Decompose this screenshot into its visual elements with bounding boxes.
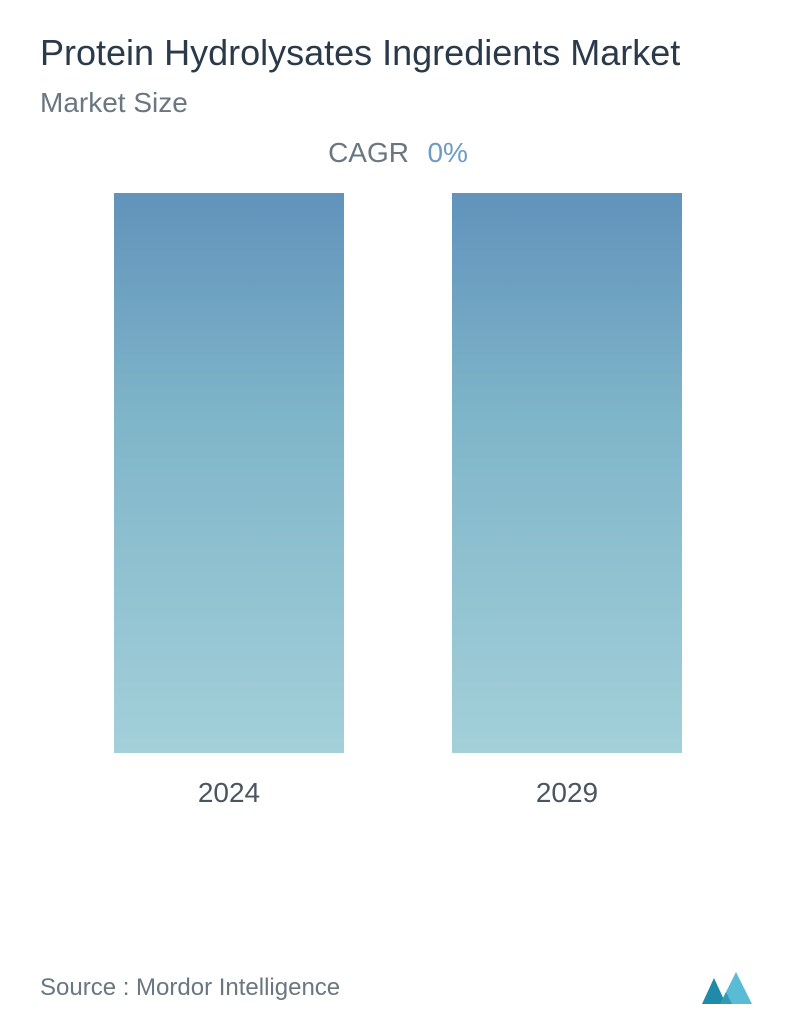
cagr-section: CAGR 0% — [40, 137, 756, 169]
bar-0 — [114, 193, 344, 753]
cagr-value: 0% — [427, 137, 467, 168]
chart-footer: Source : Mordor Intelligence — [40, 970, 756, 1006]
bar-group-0: 2024 — [77, 193, 381, 809]
chart-title: Protein Hydrolysates Ingredients Market — [40, 30, 756, 75]
bar-1 — [452, 193, 682, 753]
source-attribution: Source : Mordor Intelligence — [40, 974, 340, 1002]
bar-label-0: 2024 — [198, 777, 260, 809]
cagr-label: CAGR — [328, 137, 409, 168]
chart-subtitle: Market Size — [40, 87, 756, 119]
bar-group-1: 2029 — [415, 193, 719, 809]
mordor-logo-icon — [700, 970, 756, 1006]
bar-label-1: 2029 — [536, 777, 598, 809]
bar-chart: 2024 2029 — [40, 229, 756, 809]
